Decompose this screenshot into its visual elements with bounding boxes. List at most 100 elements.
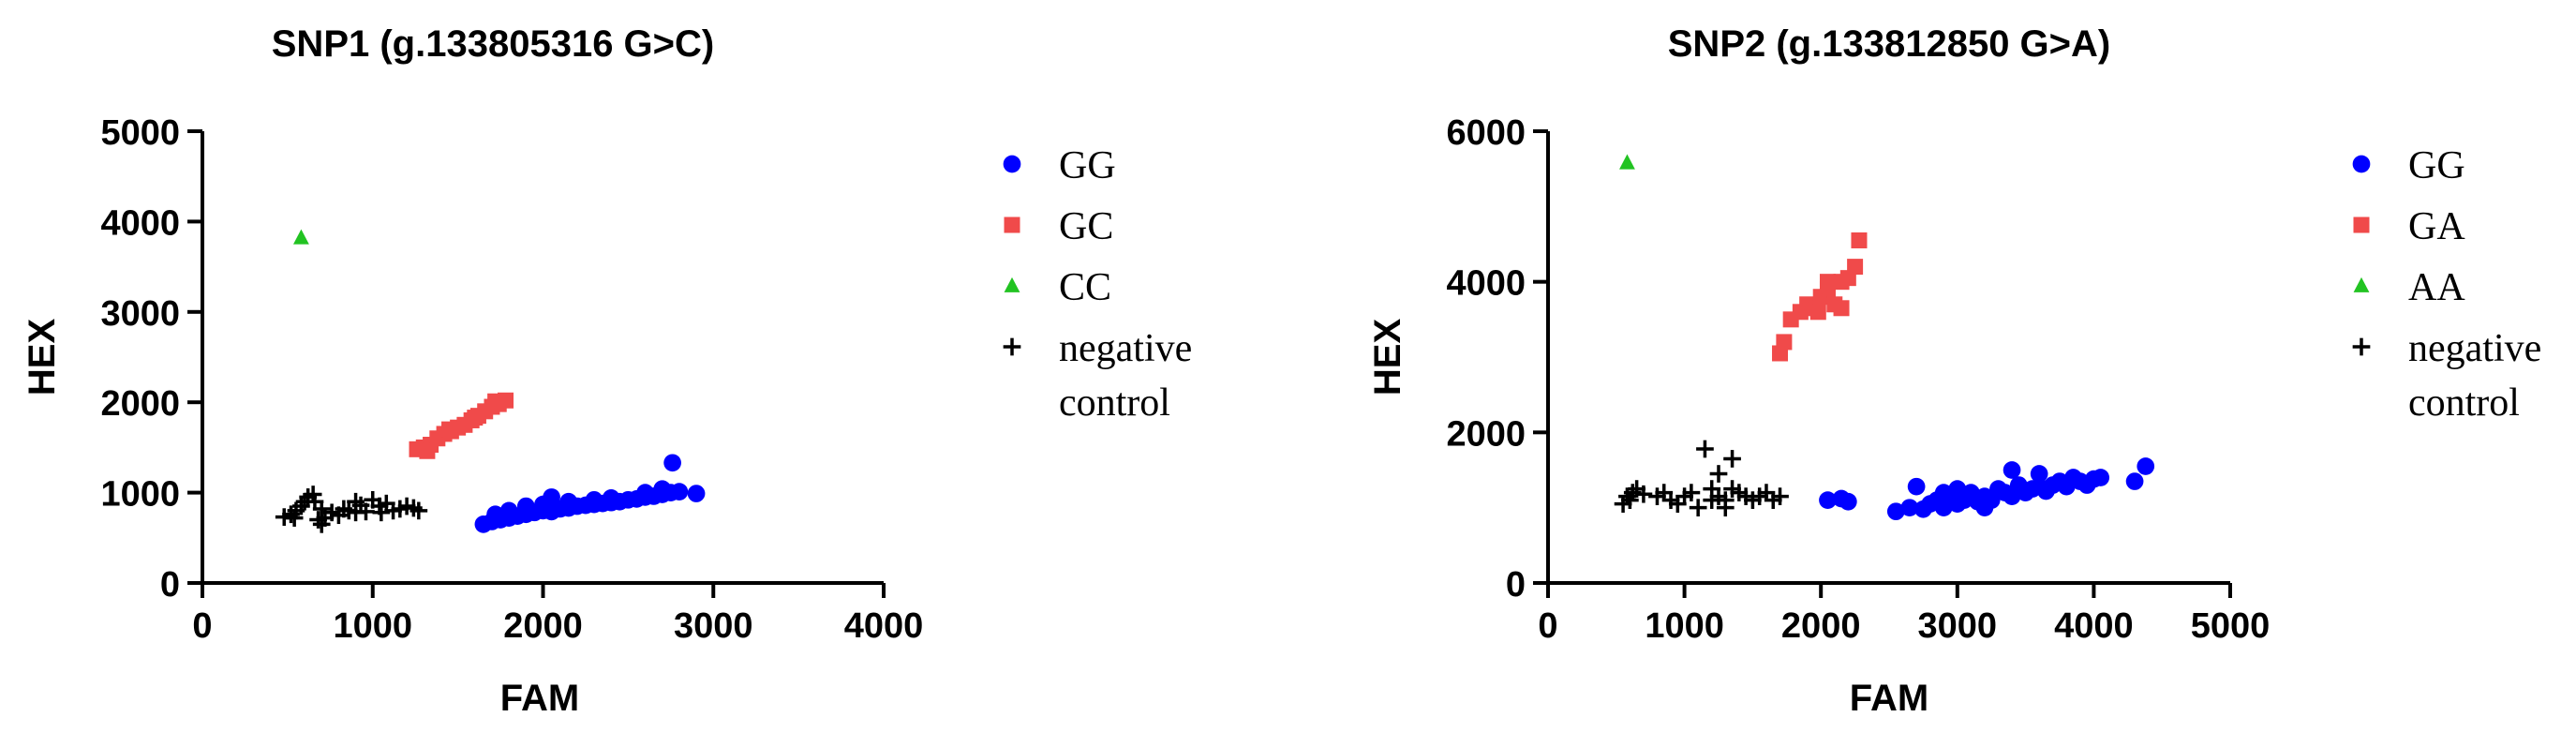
legend-item: CC — [1004, 266, 1111, 309]
legend-marker — [2353, 276, 2370, 292]
data-point — [409, 501, 428, 520]
data-point — [559, 492, 578, 511]
x-tick-label: 1000 — [1645, 606, 1724, 646]
y-axis-label: HEX — [22, 319, 63, 396]
y-tick-label: 2000 — [100, 384, 180, 424]
series-gg — [474, 454, 706, 533]
series-cc — [293, 229, 309, 245]
data-point — [585, 490, 603, 509]
legend-item: GC — [1004, 205, 1113, 248]
legend-marker — [1004, 276, 1020, 292]
data-point — [347, 503, 365, 522]
y-tick-label: 5000 — [100, 113, 180, 153]
y-tick-label: 2000 — [1446, 414, 1526, 454]
data-point — [2003, 461, 2021, 479]
data-point — [1886, 502, 1905, 521]
series-negative-control — [275, 486, 428, 533]
legend-item: GA — [2353, 205, 2465, 248]
data-point — [670, 483, 689, 500]
data-point — [1934, 484, 1953, 501]
data-point — [1900, 499, 1919, 517]
data-point — [1619, 154, 1635, 170]
legend-label: AA — [2408, 266, 2465, 309]
legend-label: GG — [1059, 144, 1116, 187]
legend-label: negative control — [2408, 327, 2541, 425]
data-point — [1771, 487, 1789, 505]
x-tick-label: 2000 — [503, 606, 583, 646]
y-axis-label: HEX — [1367, 319, 1408, 396]
data-point — [1809, 304, 1826, 321]
series-aa — [1619, 154, 1635, 170]
legend-marker — [1003, 155, 1021, 173]
x-axis-label: FAM — [500, 678, 579, 719]
data-point — [1907, 477, 1926, 496]
x-tick-label: 1000 — [333, 606, 412, 646]
data-point — [1682, 484, 1701, 501]
series-ga — [1772, 232, 1868, 362]
data-point — [1776, 334, 1793, 351]
x-tick-label: 2000 — [1781, 606, 1861, 646]
x-tick-label: 5000 — [2191, 606, 2271, 646]
legend-label: negative control — [1059, 327, 1192, 425]
data-points — [1614, 154, 2155, 521]
data-point — [1819, 491, 1837, 509]
data-point — [543, 488, 560, 506]
tick-group: 0 1000 2000 3000 4000 0 1000 2000 3000 4000 5000 — [100, 113, 923, 646]
data-point — [516, 497, 535, 515]
y-tick-label: 0 — [1506, 565, 1526, 605]
data-point — [2125, 472, 2144, 490]
legend-item: GG — [1003, 144, 1116, 187]
data-point — [1851, 232, 1868, 248]
x-tick-label: 3000 — [1918, 606, 1998, 646]
legend: GG GC CC negative control — [1003, 144, 1192, 425]
data-point — [636, 484, 654, 501]
data-point — [486, 505, 504, 524]
data-point — [1833, 300, 1850, 317]
chart-snp2: SNP2 (g.133812850 G>A) 0 1000 2000 3000 4000… — [1367, 23, 2541, 719]
legend-marker — [2352, 155, 2371, 173]
y-tick-label: 4000 — [1446, 264, 1526, 304]
data-point — [1621, 491, 1639, 509]
legend-label: GA — [2408, 205, 2465, 248]
data-point — [312, 500, 331, 518]
chart-title: SNP2 (g.133812850 G>A) — [1668, 23, 2110, 65]
legend: GG GA AA negative control — [2352, 144, 2541, 425]
data-point — [1839, 492, 1857, 511]
data-point — [1716, 499, 1735, 517]
legend-label: GC — [1059, 205, 1113, 248]
data-point — [2137, 457, 2155, 475]
data-point — [487, 393, 504, 410]
y-tick-label: 0 — [160, 565, 180, 605]
x-tick-label: 4000 — [2054, 606, 2134, 646]
series-gc — [409, 392, 514, 459]
chart-snp1: SNP1 (g.133805316 G>C) 0 1000 2000 3000 4000… — [22, 23, 1192, 719]
legend-marker — [2353, 217, 2370, 233]
data-point — [663, 454, 681, 472]
data-point — [285, 509, 304, 527]
legend-item: AA — [2353, 266, 2465, 309]
x-tick-label: 4000 — [844, 606, 924, 646]
y-tick-label: 1000 — [100, 475, 180, 515]
data-point — [1975, 499, 1994, 517]
data-point — [467, 410, 484, 426]
data-point — [1723, 450, 1741, 468]
series-gg — [1819, 457, 2155, 521]
data-point — [1696, 440, 1714, 458]
data-point — [1689, 499, 1707, 517]
data-point — [2030, 465, 2048, 483]
data-point — [1819, 274, 1836, 291]
data-point — [1723, 480, 1741, 498]
data-point — [1709, 465, 1728, 483]
data-point — [293, 229, 309, 245]
legend-item: negative control — [1003, 327, 1192, 425]
y-tick-label: 6000 — [1446, 113, 1526, 153]
legend-item: negative control — [2352, 327, 2541, 425]
x-tick-label: 0 — [1538, 606, 1557, 646]
data-point — [441, 421, 458, 438]
legend-marker — [1003, 337, 1021, 356]
x-tick-label: 3000 — [674, 606, 753, 646]
data-point — [2092, 469, 2110, 486]
data-point — [602, 489, 620, 507]
data-point — [499, 501, 518, 520]
